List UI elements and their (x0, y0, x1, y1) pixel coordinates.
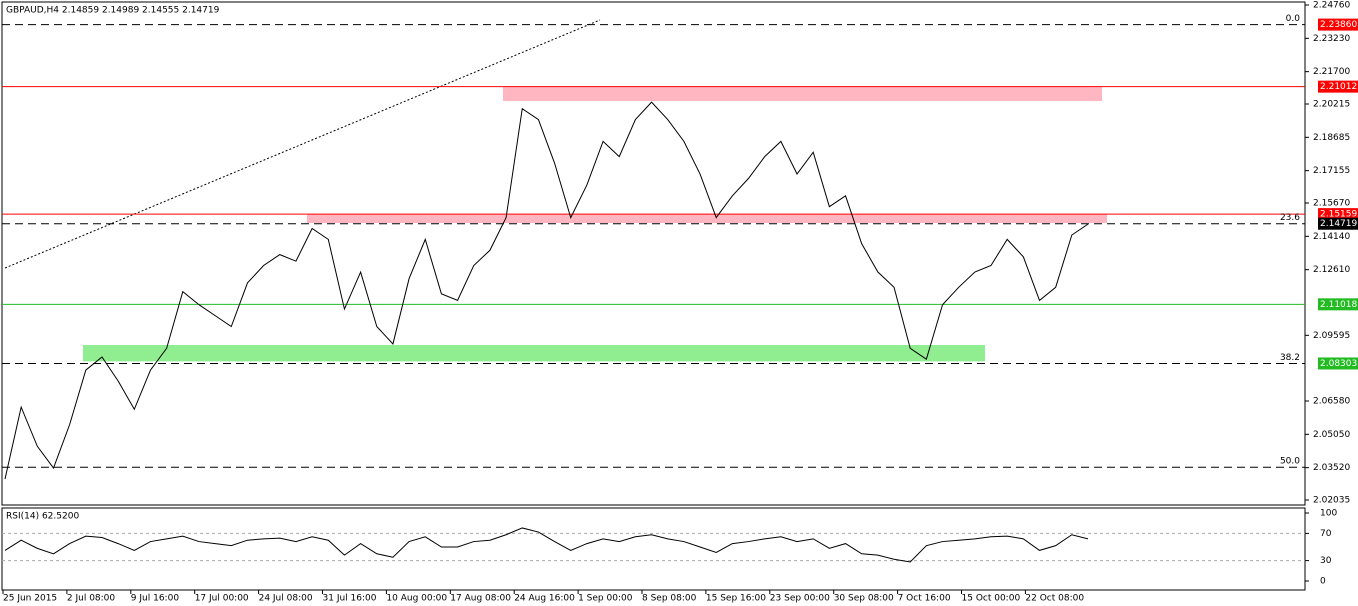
rsi-tick-label: 70 (1320, 529, 1332, 539)
price-pane (1, 1, 1306, 506)
y-tick-label: 2.12610 (1313, 265, 1350, 275)
price-label-box (1318, 298, 1358, 311)
zone (83, 345, 985, 362)
price-label: 2.23860 (1320, 20, 1357, 30)
fib-label: 50.0 (1280, 457, 1300, 467)
x-tick-label: 17 Jul 00:00 (195, 594, 249, 604)
x-tick-label: 23 Sep 00:00 (770, 594, 830, 604)
price-line (4, 101, 1089, 480)
fib-label: 38.2 (1280, 353, 1300, 363)
rsi-tick-label: 30 (1320, 556, 1332, 566)
y-tick-label: 2.14140 (1313, 232, 1350, 242)
x-tick-label: 17 Aug 08:00 (450, 594, 511, 604)
x-tick-label: 30 Sep 08:00 (834, 594, 894, 604)
x-tick-label: 2 Jul 08:00 (67, 594, 116, 604)
x-tick-label: 15 Oct 00:00 (962, 594, 1021, 604)
x-tick-label: 31 Jul 16:00 (323, 594, 377, 604)
rsi-tick-label: 0 (1320, 577, 1326, 587)
y-tick-label: 2.09595 (1313, 331, 1350, 341)
y-tick-label: 2.17155 (1313, 166, 1350, 176)
y-tick-label: 2.15670 (1313, 199, 1350, 209)
x-tick-label: 24 Jul 08:00 (259, 594, 313, 604)
fib-label: 0.0 (1286, 14, 1301, 24)
x-tick-label: 1 Sep 00:00 (578, 594, 633, 604)
fib-label: 23.6 (1280, 213, 1300, 223)
x-tick-label: 10 Aug 00:00 (386, 594, 447, 604)
price-label-box (1318, 18, 1358, 31)
x-tick-label: 7 Oct 16:00 (898, 594, 951, 604)
y-tick-label: 2.05050 (1313, 430, 1350, 440)
rsi-line (4, 527, 1089, 563)
chart-title: GBPAUD,H4 2.14859 2.14989 2.14555 2.1471… (6, 6, 220, 16)
y-tick-label: 2.06580 (1313, 397, 1350, 407)
x-tick-label: 25 Jun 2015 (3, 594, 57, 604)
y-tick-label: 2.03520 (1313, 463, 1350, 473)
rsi-pane (1, 507, 1306, 591)
x-tick-label: 15 Sep 16:00 (706, 594, 766, 604)
price-label-box (1318, 80, 1358, 93)
rsi-title: RSI(14) 62.5200 (6, 512, 79, 522)
y-tick-label: 2.20215 (1313, 100, 1350, 110)
y-tick-label: 2.18685 (1313, 133, 1350, 143)
x-tick-label: 9 Jul 16:00 (131, 594, 180, 604)
price-label: 2.08303 (1320, 359, 1357, 369)
price-label: 2.11018 (1320, 300, 1357, 310)
price-label: 2.15159 (1320, 210, 1357, 220)
price-label-box (1318, 208, 1358, 221)
trendline (4, 19, 601, 269)
zone (503, 86, 1102, 102)
y-tick-label: 2.02035 (1313, 496, 1350, 506)
price-label-box (1318, 217, 1358, 230)
y-tick-label: 2.23230 (1313, 34, 1350, 44)
x-tick-label: 22 Oct 08:00 (1025, 594, 1084, 604)
price-label: 2.14719 (1320, 219, 1357, 229)
y-tick-label: 2.21700 (1313, 67, 1350, 77)
price-label: 2.21012 (1320, 82, 1357, 92)
x-tick-label: 24 Aug 16:00 (514, 594, 575, 604)
y-tick-label: 2.24760 (1313, 1, 1350, 11)
price-label-box (1318, 357, 1358, 370)
zone (307, 214, 1107, 224)
x-tick-label: 8 Sep 08:00 (642, 594, 697, 604)
rsi-tick-label: 100 (1320, 509, 1337, 519)
